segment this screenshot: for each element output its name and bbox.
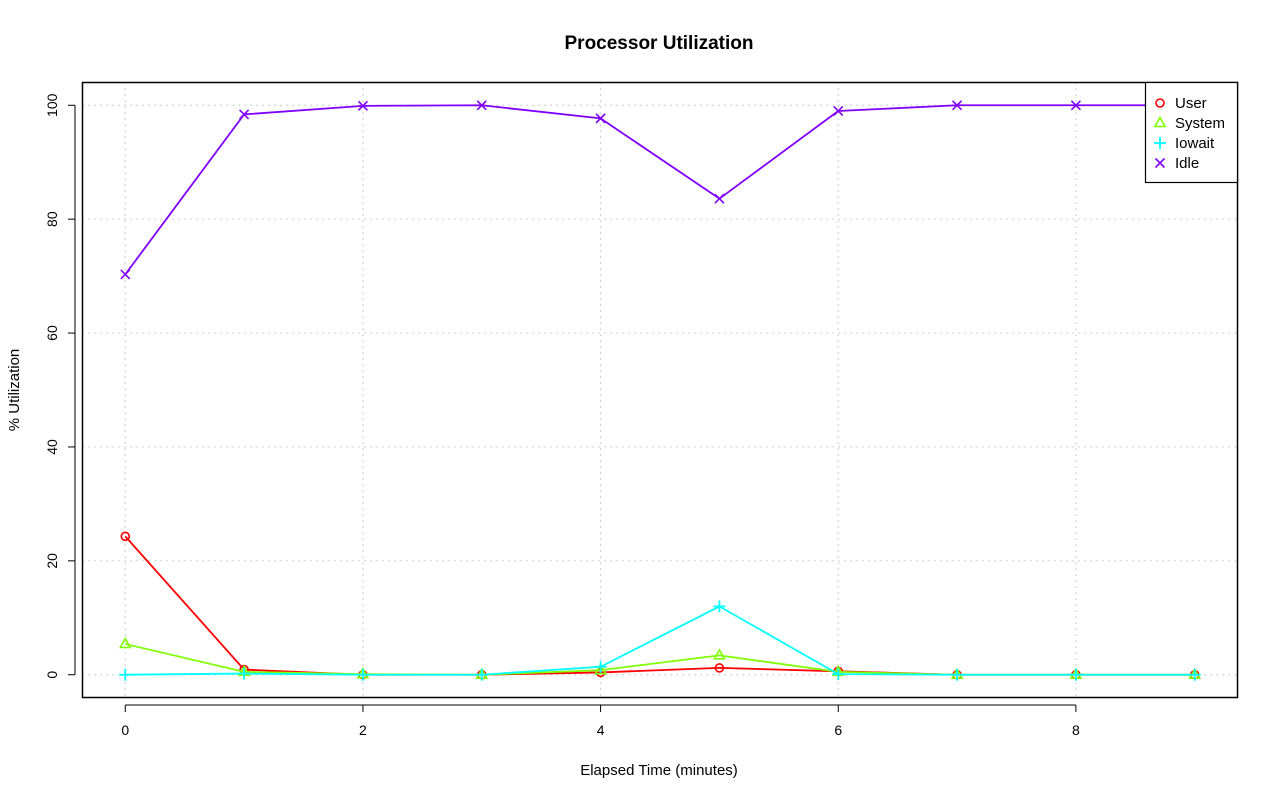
point-idle-3 xyxy=(476,100,487,111)
point-iowait-1 xyxy=(238,667,251,680)
point-system-0 xyxy=(118,636,132,649)
point-iowait-2 xyxy=(356,668,369,681)
y-tick-label-4: 80 xyxy=(44,211,60,227)
series-idle xyxy=(120,100,1200,280)
x-axis-title: Elapsed Time (minutes) xyxy=(580,762,738,779)
series-line-iowait xyxy=(125,605,1195,676)
y-tick-label-2: 40 xyxy=(44,439,60,455)
y-tick-label-5: 100 xyxy=(44,93,60,117)
point-idle-7 xyxy=(952,100,963,111)
y-tick-label-0: 0 xyxy=(44,671,60,679)
point-idle-5 xyxy=(714,193,725,204)
x-tick-label-4: 8 xyxy=(1072,722,1080,738)
series-line-idle xyxy=(124,104,1195,275)
y-tick-label-3: 60 xyxy=(44,325,60,341)
legend-label-idle: Idle xyxy=(1175,155,1199,172)
chart-title: Processor Utilization xyxy=(565,33,754,54)
point-idle-2 xyxy=(357,100,368,111)
point-iowait-8 xyxy=(1069,668,1082,681)
point-idle-8 xyxy=(1070,100,1081,111)
point-iowait-0 xyxy=(119,668,132,681)
legend-label-system: System xyxy=(1175,115,1225,132)
grid-lines xyxy=(82,82,1238,698)
point-idle-1 xyxy=(239,109,250,120)
point-system-4 xyxy=(594,663,607,675)
point-idle-0 xyxy=(120,269,131,280)
x-axis: 0 2 4 6 8 xyxy=(121,704,1080,738)
point-iowait-5 xyxy=(713,600,726,613)
point-iowait-3 xyxy=(475,668,488,681)
y-axis-title: % Utilization xyxy=(6,349,23,432)
point-iowait-7 xyxy=(951,668,964,681)
point-iowait-6 xyxy=(832,668,845,681)
point-user-5 xyxy=(714,663,725,673)
y-tick-label-1: 20 xyxy=(44,553,60,569)
legend-marker-user xyxy=(1155,98,1165,108)
point-system-5 xyxy=(713,648,726,660)
x-tick-label-1: 2 xyxy=(359,722,367,738)
point-iowait-4 xyxy=(594,660,607,673)
x-tick-label-2: 4 xyxy=(597,722,605,738)
y-axis: 0 20 40 60 80 100 xyxy=(44,93,76,679)
point-idle-4 xyxy=(595,113,606,124)
legend-label-user: User xyxy=(1175,95,1207,112)
series-iowait xyxy=(119,600,1201,681)
point-idle-6 xyxy=(833,105,844,117)
x-tick-label-0: 0 xyxy=(121,722,129,738)
legend-marker-idle xyxy=(1154,157,1166,169)
legend-marker-iowait xyxy=(1154,137,1166,149)
series-user xyxy=(120,531,1200,680)
legend-marker-system xyxy=(1153,115,1167,128)
series-layer xyxy=(118,100,1202,681)
series-line-user xyxy=(124,535,1195,676)
x-tick-label-3: 6 xyxy=(834,722,842,738)
legend-label-iowait: Iowait xyxy=(1175,135,1215,152)
series-system xyxy=(118,636,1202,680)
plot-frame xyxy=(81,81,1239,699)
point-user-0 xyxy=(120,531,131,542)
point-iowait-9 xyxy=(1188,668,1201,681)
legend: User System Iowait Idle xyxy=(1144,81,1239,184)
